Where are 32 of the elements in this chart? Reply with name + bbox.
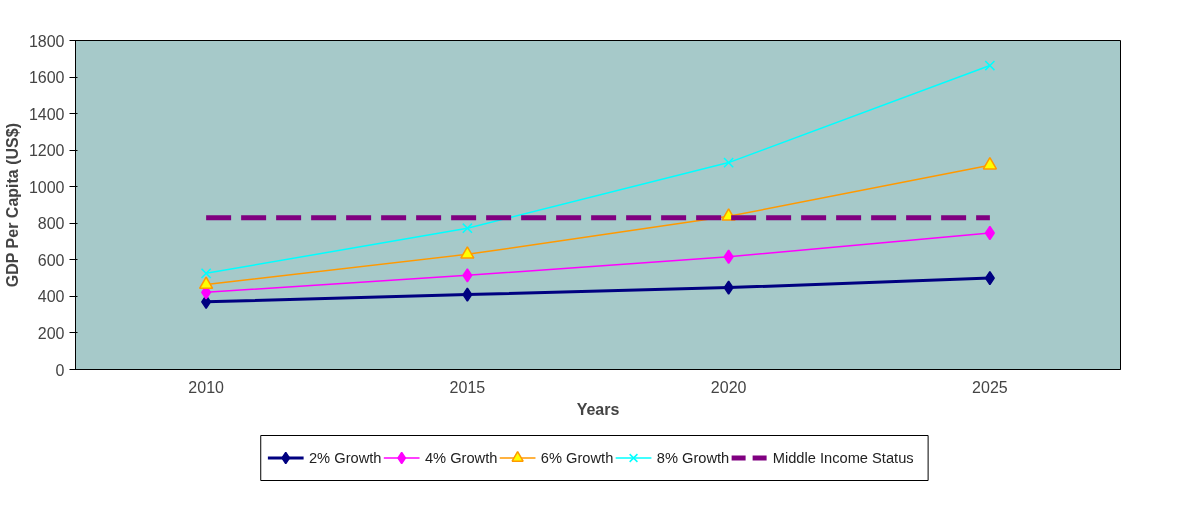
y-tick-label: 200 xyxy=(37,324,65,342)
point xyxy=(462,287,473,302)
x-tick-label: 2025 xyxy=(972,378,1008,396)
y-tick-label: 400 xyxy=(37,288,65,306)
point xyxy=(984,60,996,71)
point xyxy=(723,249,734,264)
y-tick-label: 1200 xyxy=(28,142,65,160)
point xyxy=(723,280,734,295)
point xyxy=(723,157,734,168)
legend-label: 2% Growth xyxy=(308,450,382,466)
legend-label: 8% Growth xyxy=(656,450,730,466)
y-tick-label: 1400 xyxy=(28,105,65,123)
y-tick-label: 600 xyxy=(37,251,65,269)
x-tick-label: 2020 xyxy=(710,378,747,396)
legend-label: Middle Income Status xyxy=(772,450,914,466)
x-tick-label: 2010 xyxy=(188,378,225,396)
point xyxy=(982,156,998,170)
y-tick-label: 1600 xyxy=(28,69,65,87)
y-tick-label: 0 xyxy=(55,361,65,379)
point xyxy=(200,268,212,279)
y-tick-label: 800 xyxy=(37,215,65,233)
y-tick-label: 1000 xyxy=(28,178,65,196)
point xyxy=(198,276,214,290)
point xyxy=(462,222,473,234)
point xyxy=(462,268,473,283)
legend-label: 6% Growth xyxy=(540,450,614,466)
x-tick-label: 2015 xyxy=(449,378,486,396)
x-axis-title: Years xyxy=(576,400,620,418)
y-tick-label: 1800 xyxy=(28,32,65,50)
legend-label: 4% Growth xyxy=(424,450,498,466)
y-axis-title: GDP Per Capita (US$) xyxy=(3,123,21,288)
point xyxy=(460,246,475,259)
